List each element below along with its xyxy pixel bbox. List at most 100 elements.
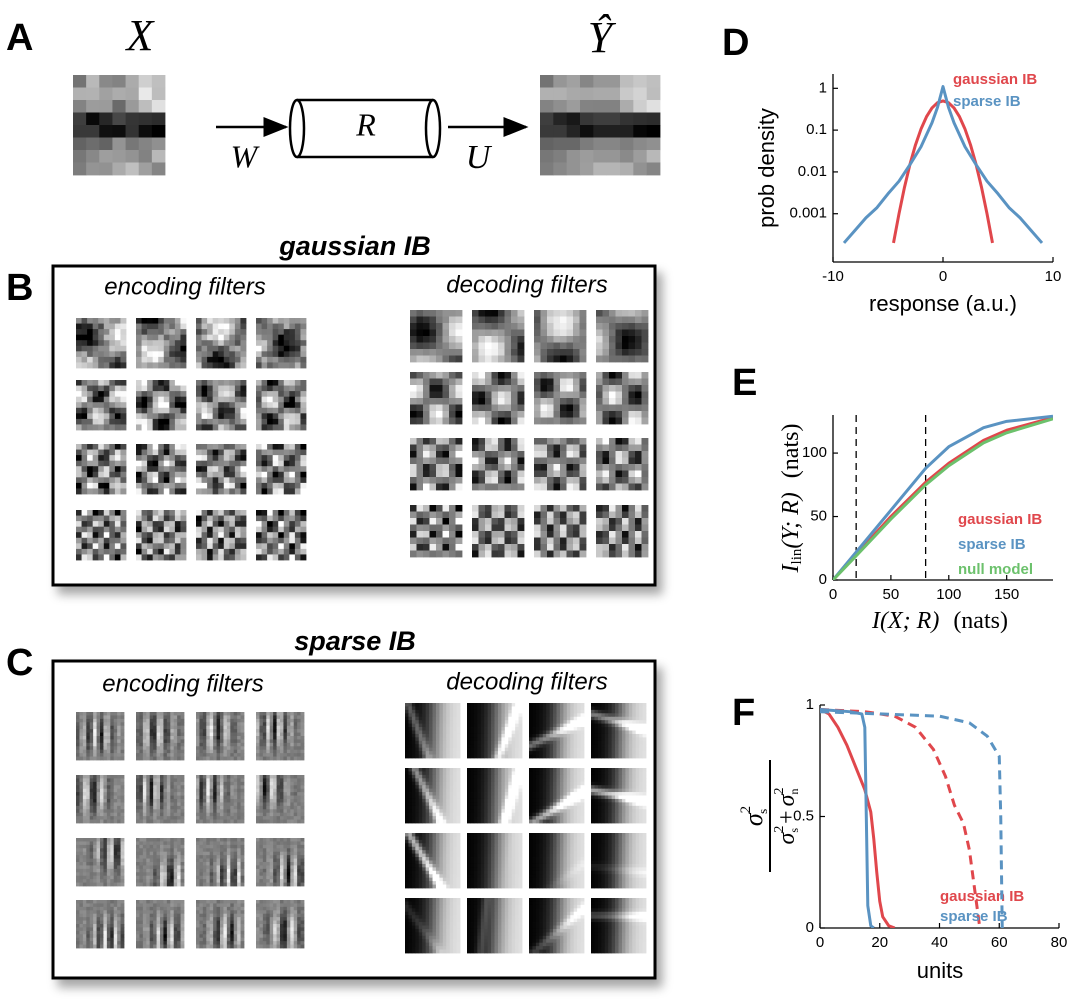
pixel	[158, 483, 164, 489]
pixel	[295, 477, 301, 483]
pixel	[207, 324, 213, 330]
pixel	[547, 372, 554, 379]
pixel	[103, 719, 107, 723]
pixel	[100, 796, 104, 800]
pixel	[220, 750, 224, 754]
pixel	[498, 551, 505, 558]
pixel	[567, 451, 574, 458]
pixel	[97, 799, 101, 803]
pixel	[213, 719, 217, 723]
pixel	[289, 549, 295, 555]
pixel	[98, 380, 104, 386]
pixel	[485, 538, 492, 545]
pixel	[210, 775, 214, 779]
pixel	[443, 538, 450, 545]
pixel	[87, 380, 93, 386]
pixel	[289, 466, 295, 472]
pixel	[616, 438, 623, 445]
pixel	[278, 532, 284, 538]
pixel	[174, 845, 178, 849]
pixel	[206, 848, 210, 852]
pixel	[136, 746, 140, 750]
pixel	[143, 845, 147, 849]
pixel	[143, 782, 147, 786]
pixel	[492, 451, 499, 458]
pixel	[97, 924, 101, 928]
pixel	[136, 549, 142, 555]
pixel	[157, 739, 161, 743]
pixel	[609, 349, 616, 356]
pixel	[234, 927, 238, 931]
pixel	[547, 323, 554, 330]
pixel	[629, 349, 636, 356]
pixel	[234, 869, 238, 873]
pixel	[547, 484, 554, 491]
pixel	[278, 419, 284, 425]
pixel	[573, 418, 580, 425]
pixel	[295, 340, 301, 346]
pixel	[629, 544, 636, 551]
pixel	[164, 318, 170, 324]
pixel	[220, 757, 224, 761]
pixel	[160, 914, 164, 918]
pixel	[277, 712, 281, 716]
pixel	[217, 813, 221, 817]
pixel	[223, 934, 227, 938]
pixel	[273, 419, 279, 425]
pixel	[97, 792, 101, 796]
filter-image	[410, 372, 462, 424]
pixel	[76, 527, 82, 533]
pixel	[93, 743, 97, 747]
pixel	[540, 100, 554, 113]
pixel	[472, 505, 479, 512]
y-axis-label: σ2s σ2s+σ2n	[738, 760, 800, 872]
pixel	[158, 527, 164, 533]
panel-label: B	[6, 267, 33, 309]
pixel	[139, 750, 143, 754]
pixel	[181, 910, 185, 914]
pixel	[443, 451, 450, 458]
pixel	[93, 329, 99, 335]
pixel	[230, 719, 234, 723]
pixel	[150, 938, 154, 942]
pixel	[580, 163, 594, 176]
pixel	[284, 450, 290, 456]
pixel	[180, 362, 186, 368]
pixel	[223, 722, 227, 726]
pixel	[120, 357, 126, 363]
pixel	[443, 458, 450, 465]
pixel	[76, 778, 80, 782]
pixel	[100, 900, 104, 904]
pixel	[235, 466, 241, 472]
pixel	[560, 385, 567, 392]
pixel	[147, 391, 153, 397]
pixel	[97, 917, 101, 921]
pixel	[240, 329, 246, 335]
pixel	[449, 385, 456, 392]
pixel	[136, 736, 140, 740]
pixel	[93, 910, 97, 914]
pixel	[146, 782, 150, 786]
pixel	[104, 391, 110, 397]
pixel	[449, 411, 456, 418]
pixel	[196, 865, 200, 869]
pixel	[443, 445, 450, 452]
pixel	[224, 527, 230, 533]
pixel	[167, 841, 171, 845]
pixel	[117, 806, 121, 810]
pixel	[103, 816, 107, 820]
pixel	[153, 872, 157, 876]
pixel	[150, 792, 154, 796]
pixel	[196, 859, 200, 863]
pixel	[449, 512, 456, 519]
pixel	[167, 719, 171, 723]
pixel	[93, 538, 99, 544]
pixel	[289, 351, 295, 357]
pixel	[83, 729, 87, 733]
pixel	[629, 471, 636, 478]
pixel	[273, 362, 279, 368]
pixel	[580, 464, 587, 471]
pixel	[213, 715, 217, 719]
pixel	[180, 318, 186, 324]
pixel	[180, 549, 186, 555]
